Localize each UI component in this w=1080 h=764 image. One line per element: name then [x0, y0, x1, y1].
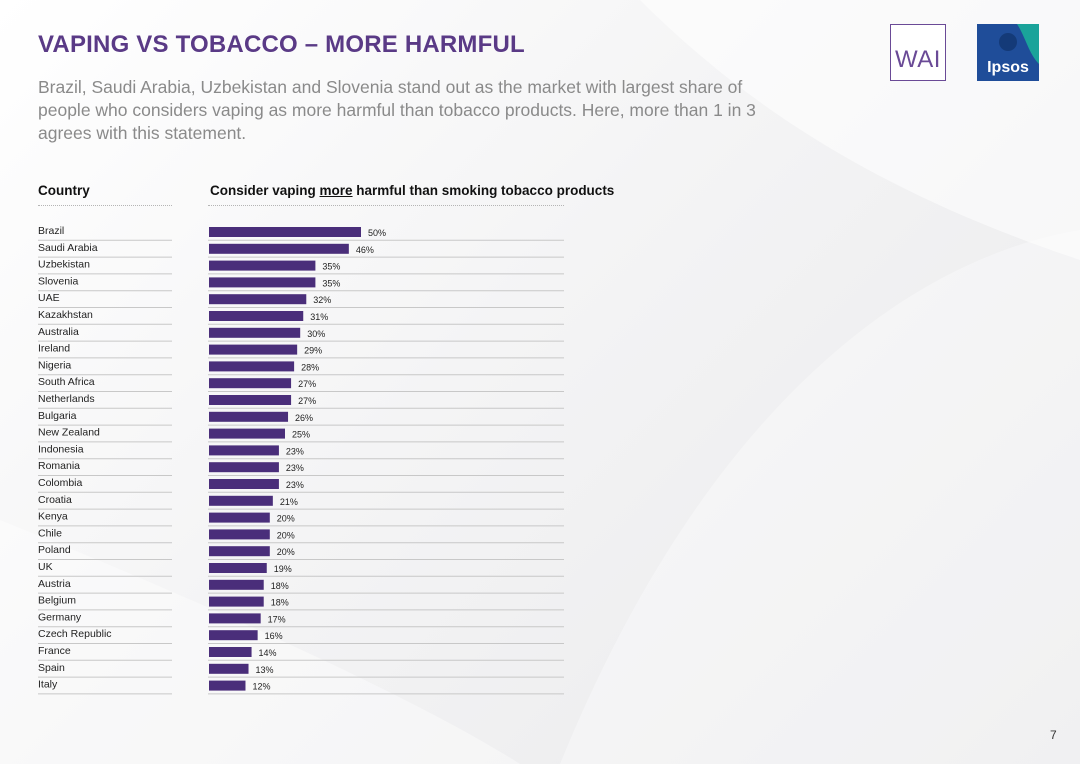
question-text-emphasis: more — [319, 183, 353, 198]
question-text-post: harmful than smoking tobacco products — [352, 183, 615, 198]
country-label: Netherlands — [38, 393, 95, 405]
bar-value-label: 31% — [310, 312, 328, 322]
country-label: Chile — [38, 527, 62, 539]
bar — [209, 495, 273, 506]
bar — [209, 613, 261, 624]
bar-value-label: 19% — [274, 564, 292, 574]
bar — [209, 260, 316, 271]
column-header-question: Consider vaping more harmful than smokin… — [210, 183, 614, 198]
bar — [209, 311, 304, 321]
bar — [209, 630, 258, 641]
country-label: Saudi Arabia — [38, 242, 98, 254]
country-label: Germany — [38, 611, 82, 623]
bar — [209, 680, 246, 691]
country-label: Nigeria — [38, 359, 71, 371]
country-label: Brazil — [38, 225, 64, 237]
wai-logo: WAI — [890, 24, 946, 81]
bar-value-label: 29% — [304, 346, 322, 356]
country-label: New Zealand — [38, 427, 100, 439]
bar-value-label: 32% — [313, 295, 331, 305]
bar-value-label: 35% — [322, 262, 340, 272]
bar — [209, 663, 249, 674]
bar-value-label: 16% — [265, 631, 283, 641]
bar — [209, 294, 307, 305]
bar-value-label: 50% — [368, 228, 386, 238]
bar-value-label: 20% — [277, 547, 295, 557]
page-number: 7 — [1050, 728, 1057, 742]
slide-title: VAPING VS TOBACCO – MORE HARMFUL — [38, 31, 525, 58]
bar-value-label: 23% — [286, 446, 304, 456]
header-rule-country — [38, 205, 172, 206]
bar — [209, 428, 285, 439]
bar — [209, 596, 264, 607]
ipsos-logo: Ipsos — [977, 24, 1039, 81]
bar — [209, 512, 270, 523]
bar-value-label: 28% — [301, 362, 319, 372]
bar — [209, 361, 295, 372]
bar — [209, 344, 298, 355]
bar-value-label: 17% — [268, 614, 286, 624]
country-label: Belgium — [38, 595, 76, 607]
bar-value-label: 14% — [259, 648, 277, 658]
bar-value-label: 27% — [298, 396, 316, 406]
bar-value-label: 26% — [295, 413, 313, 423]
country-label: Romania — [38, 460, 80, 472]
country-label: Kazakhstan — [38, 309, 93, 321]
country-label: Ireland — [38, 343, 70, 355]
bar — [209, 378, 292, 389]
bar — [209, 647, 252, 657]
bar-value-label: 23% — [286, 463, 304, 473]
question-text-pre: Consider vaping — [210, 183, 320, 198]
bar — [209, 563, 267, 573]
country-label: Uzbekistan — [38, 259, 90, 271]
country-label: Slovenia — [38, 275, 78, 287]
bar-value-label: 27% — [298, 379, 316, 389]
bar — [209, 243, 349, 254]
country-label: South Africa — [38, 376, 95, 388]
bar — [209, 277, 316, 288]
country-label: UK — [38, 561, 53, 573]
bar — [209, 529, 270, 540]
bar — [209, 227, 361, 237]
wai-logo-text: WAI — [895, 46, 941, 73]
bar — [209, 327, 301, 338]
country-label: Spain — [38, 662, 65, 674]
bar-value-label: 21% — [280, 497, 298, 507]
country-label: Indonesia — [38, 443, 84, 455]
country-label: Bulgaria — [38, 410, 77, 422]
bar-value-label: 25% — [292, 430, 310, 440]
country-label: Austria — [38, 578, 71, 590]
bar-value-label: 46% — [356, 245, 374, 255]
country-label: Croatia — [38, 494, 72, 506]
country-label: Italy — [38, 679, 58, 691]
country-label: UAE — [38, 292, 60, 304]
country-label: France — [38, 645, 71, 657]
bar — [209, 546, 270, 557]
bar-value-label: 13% — [256, 665, 274, 675]
bar — [209, 579, 264, 590]
bar — [209, 411, 289, 422]
bar-value-label: 30% — [307, 329, 325, 339]
country-label: Kenya — [38, 511, 68, 523]
bar-value-label: 20% — [277, 530, 295, 540]
bar — [209, 395, 292, 405]
bar — [209, 445, 279, 456]
country-label: Poland — [38, 544, 71, 556]
ipsos-logo-text: Ipsos — [987, 59, 1029, 76]
slide-subtitle: Brazil, Saudi Arabia, Uzbekistan and Slo… — [38, 77, 756, 143]
bar-value-label: 35% — [322, 278, 340, 288]
country-label: Colombia — [38, 477, 83, 489]
country-label: Czech Republic — [38, 628, 112, 640]
bar — [209, 479, 279, 489]
header-rule-question — [208, 205, 564, 206]
bar-value-label: 18% — [271, 598, 289, 608]
bar — [209, 462, 279, 473]
bar-value-label: 18% — [271, 581, 289, 591]
bar-value-label: 23% — [286, 480, 304, 490]
country-label: Australia — [38, 326, 79, 338]
column-header-country: Country — [38, 183, 90, 198]
bar-value-label: 20% — [277, 514, 295, 524]
bar-value-label: 12% — [252, 682, 270, 692]
